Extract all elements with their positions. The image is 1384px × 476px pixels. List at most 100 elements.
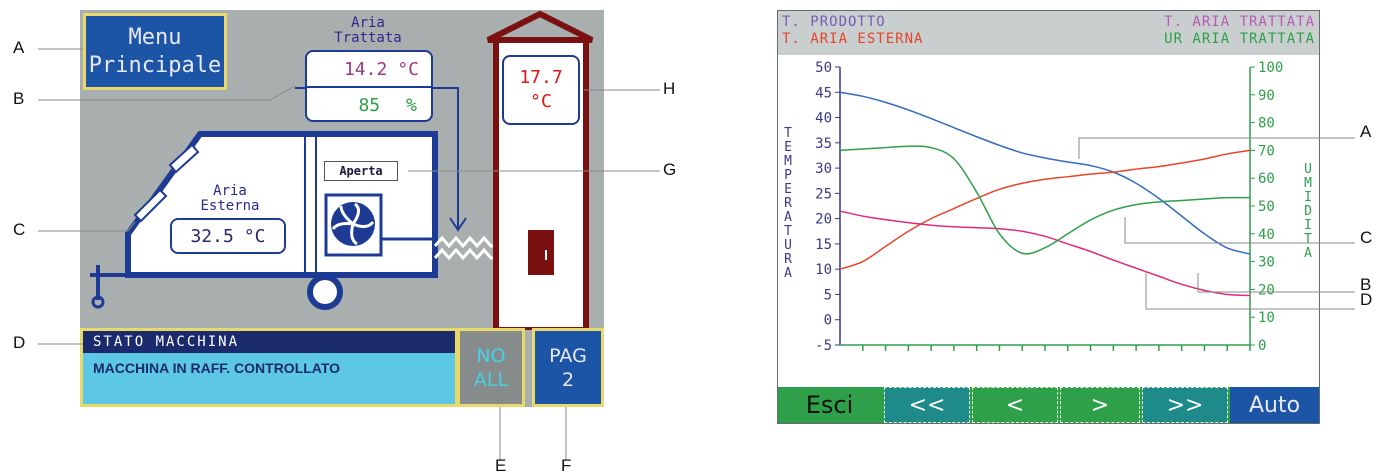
y-tick-label: 15 <box>815 237 832 253</box>
page-button[interactable]: PAG 2 <box>532 328 604 407</box>
y-tick-label: 20 <box>815 212 832 228</box>
ylabel-char: U <box>784 238 792 253</box>
airflow-arrow-icon <box>449 217 467 232</box>
y-tick-label: 0 <box>824 313 832 329</box>
ylabel-char: A <box>784 266 792 281</box>
callout-left-b: B <box>13 89 25 108</box>
series-line-3 <box>839 145 1251 255</box>
callout-left-d: D <box>13 333 26 352</box>
callout-left-e: E <box>495 456 507 475</box>
y-tick-label: 30 <box>815 161 832 177</box>
legend-bar <box>778 11 1319 55</box>
next-button[interactable]: > <box>1060 387 1140 423</box>
no-all-line2: ALL <box>473 368 509 391</box>
ylabel-char: R <box>784 196 792 211</box>
ylabel-char: T <box>784 126 792 141</box>
first-page-button[interactable]: << <box>884 387 970 423</box>
y2label-char: U <box>1304 162 1312 177</box>
y-tick-label: 50 <box>815 60 832 76</box>
ylabel-char: T <box>784 224 792 239</box>
callout-right-b: B <box>1360 275 1372 294</box>
valve-state-label: Aperta <box>324 161 398 181</box>
hmi-main-screen: Menu Principale <box>80 10 604 407</box>
y2label-char: A <box>1304 246 1312 261</box>
y2label-char: I <box>1304 190 1312 205</box>
silo-door <box>528 230 554 275</box>
aria-trattata-box[interactable]: 14.2 °C 85 % <box>305 50 433 122</box>
ylabel-char: E <box>784 140 792 155</box>
y2-tick-label: 50 <box>1258 199 1275 215</box>
aria-trattata-humidity: 85 <box>358 94 381 116</box>
menu-label-line1: Menu <box>128 24 182 50</box>
legend-ur-aria-trattata: UR ARIA TRATTATA <box>1164 31 1315 47</box>
y-tick-label: 40 <box>815 111 832 127</box>
ylabel-char: A <box>784 210 792 225</box>
last-page-button[interactable]: >> <box>1142 387 1228 423</box>
aria-esterna-box[interactable]: 32.5 °C <box>170 218 286 254</box>
callout-left-h: H <box>663 79 676 98</box>
aria-trattata-humidity-unit: % <box>406 94 417 116</box>
aria-esterna-temp: 32.5 <box>190 225 234 247</box>
aria-esterna-title-1: Aria <box>213 183 247 199</box>
silo-temp-unit: °C <box>530 91 552 112</box>
trend-chart: -5 0 5 10 15 20 25 30 35 40 45 50 0 10 20 30 40 50 60 70 80 9… <box>784 60 1312 354</box>
page-line1: PAG <box>549 344 587 367</box>
y2-tick-label: 80 <box>1258 116 1275 132</box>
trend-screen: T. PRODOTTO T. ARIA ESTERNA T. ARIA TRAT… <box>777 10 1320 424</box>
y2-tick-label: 20 <box>1258 282 1275 298</box>
ylabel-char: E <box>784 182 792 197</box>
y2-tick-label: 90 <box>1258 88 1275 104</box>
callout-left-c: C <box>13 220 26 239</box>
aria-trattata-temp: 14.2 <box>343 58 388 80</box>
flex-hose-bottom <box>433 247 498 261</box>
prev-button[interactable]: < <box>972 387 1058 423</box>
legend-t-aria-trattata: T. ARIA TRATTATA <box>1164 14 1315 30</box>
ylabel-char: P <box>784 168 792 183</box>
series-line-1 <box>839 149 1251 270</box>
y2-tick-label: 70 <box>1258 143 1275 159</box>
vent-1 <box>168 143 200 174</box>
callout-left-a: A <box>13 38 25 57</box>
callout-left-f: F <box>561 456 572 475</box>
y2-tick-label: 10 <box>1258 310 1275 326</box>
menu-label-line2: Principale <box>88 52 222 78</box>
page-line2: 2 <box>561 368 575 391</box>
aria-trattata-title: Aria Trattata <box>323 16 413 46</box>
no-all-button[interactable]: NO ALL <box>457 328 525 407</box>
aria-esterna-temp-unit: °C <box>243 225 266 247</box>
silo-temp-box[interactable]: 17.7 °C <box>502 55 580 125</box>
callout-left-g: G <box>663 160 677 179</box>
vent-2 <box>133 188 168 223</box>
status-message: MACCHINA IN RAFF. CONTROLLATO <box>83 353 455 383</box>
aria-trattata-temp-unit: °C <box>397 58 419 80</box>
jack-wheel <box>91 295 105 309</box>
exit-button[interactable]: Esci <box>778 387 881 423</box>
y2-tick-label: 0 <box>1258 338 1266 354</box>
y-tick-label: 45 <box>815 85 832 101</box>
silo-temp-value: 17.7 <box>519 67 563 88</box>
trailer-wheel <box>307 274 343 310</box>
aria-esterna-title-2: Esterna <box>200 198 260 214</box>
y-tick-label: 25 <box>815 186 832 202</box>
legend-t-prodotto: T. PRODOTTO <box>782 14 886 30</box>
series-line-2 <box>839 210 1251 297</box>
callout-right-c: C <box>1360 228 1373 247</box>
y-tick-label: -5 <box>815 338 832 354</box>
aria-trattata-title-2: Trattata <box>334 30 402 46</box>
ylabel-char: R <box>784 252 792 267</box>
callout-right-d: D <box>1360 290 1373 309</box>
y-tick-label: 5 <box>824 287 832 303</box>
status-header: STATO MACCHINA <box>83 331 455 353</box>
auto-button[interactable]: Auto <box>1230 387 1319 423</box>
flex-hose-top <box>433 235 498 249</box>
menu-principale-button[interactable]: Menu Principale <box>83 13 227 90</box>
y-tick-label: 10 <box>815 262 832 278</box>
y2-tick-label: 40 <box>1258 227 1275 243</box>
y2-tick-label: 60 <box>1258 171 1275 187</box>
aria-esterna-title: Aria Esterna <box>185 184 275 214</box>
y-tick-label: 35 <box>815 136 832 152</box>
no-all-line1: NO <box>476 344 506 367</box>
status-panel: STATO MACCHINA MACCHINA IN RAFF. CONTROL… <box>80 328 458 407</box>
y2-tick-label: 100 <box>1258 60 1283 76</box>
